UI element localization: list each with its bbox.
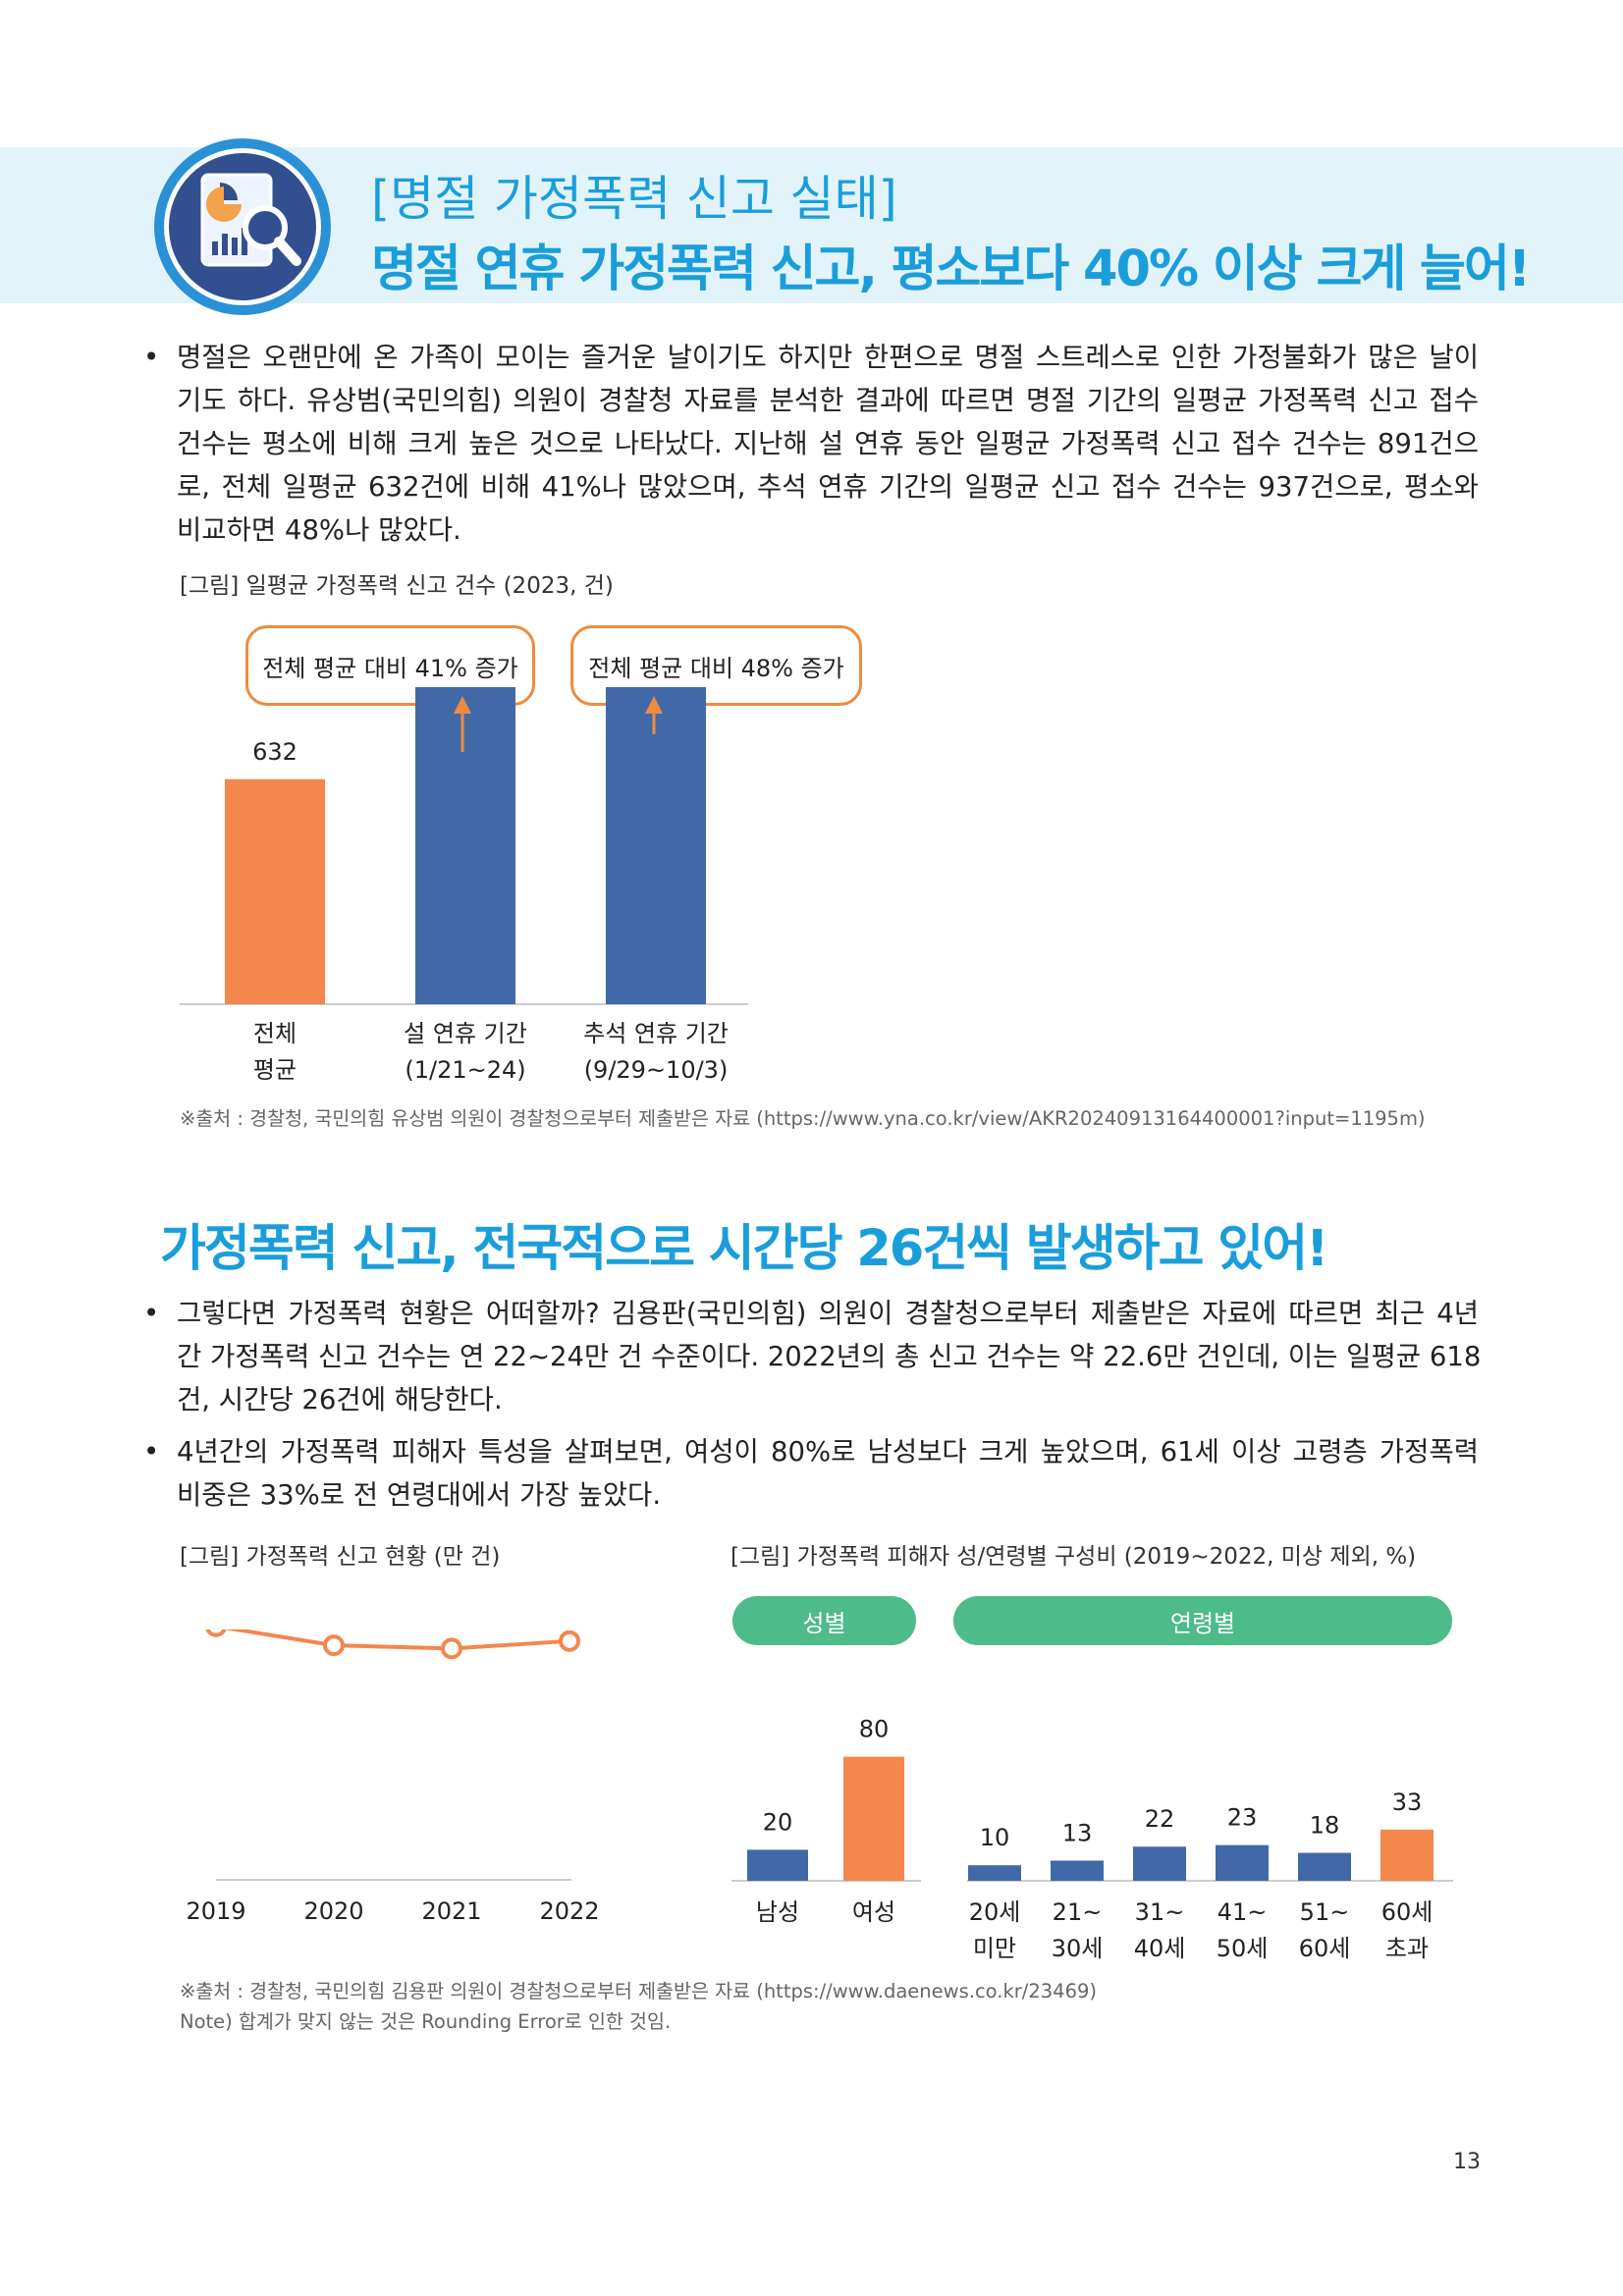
data-label: 13 <box>1062 1819 1093 1846</box>
paragraph-line: 로, 전체 일평균 632건에 비해 41%나 많았으며, 추석 연휴 기간의 … <box>177 471 1479 503</box>
bar <box>843 1756 904 1881</box>
header-title: [명절 가정폭력 신고 실태] <box>371 171 897 227</box>
source-note-2: ※출처 : 경찰청, 국민의힘 김용판 의원이 경찰청으로부터 제출받은 자료 … <box>180 1980 1097 2002</box>
paragraph-line: 건수는 평소에 비해 크게 높은 것으로 나타났다. 지난해 설 연휴 동안 일… <box>177 428 1479 459</box>
source-note: ※출처 : 경찰청, 국민의힘 유상범 의원이 경찰청으로부터 제출받은 자료 … <box>180 1107 1426 1130</box>
category-label: 50세 <box>1217 1935 1269 1962</box>
series-line <box>223 1629 570 1651</box>
data-label: 33 <box>1392 1789 1423 1816</box>
bullet: • <box>143 1298 160 1329</box>
paragraph-line: 간 가정폭력 신고 건수는 연 22~24만 건 수준이다. 2022년의 총 … <box>177 1341 1482 1372</box>
category-label: 20세 <box>969 1898 1021 1926</box>
bar <box>1380 1829 1434 1881</box>
data-label: 80 <box>859 1716 890 1743</box>
x-tick-label: 2022 <box>539 1897 599 1924</box>
data-label: 23 <box>1227 1804 1258 1832</box>
category-label: (1/21~24) <box>405 1056 525 1084</box>
data-point <box>559 1629 580 1652</box>
chart-magnifier-icon <box>154 138 331 315</box>
reports-line-chart: 24.0201922.2202021.9202122.62022 <box>186 1629 600 1924</box>
paragraph-line: 비중은 33%로 전 연령대에서 가장 높았다. <box>177 1479 662 1511</box>
arrow-head <box>454 696 471 714</box>
bar <box>606 687 706 1004</box>
category-label: 40세 <box>1134 1935 1186 1962</box>
figure-caption: [그림] 일평균 가정폭력 신고 건수 (2023, 건) <box>180 573 614 599</box>
section2-paragraph-2: • 4년간의 가정폭력 피해자 특성을 살펴보면, 여성이 80%로 남성보다 … <box>143 1430 1479 1517</box>
paragraph-line: 명절은 오랜만에 온 가족이 모이는 즐거운 날이기도 하지만 한편으로 명절 … <box>177 342 1479 373</box>
category-label: 60세 <box>1299 1935 1351 1962</box>
bar <box>1133 1846 1186 1881</box>
paragraph-line: 건, 시간당 26건에 해당한다. <box>177 1384 503 1415</box>
category-label: 남성 <box>756 1898 799 1926</box>
category-label: 평균 <box>253 1056 297 1084</box>
category-label: 미만 <box>973 1935 1016 1962</box>
data-point <box>323 1634 345 1657</box>
figure-caption-right: [그림] 가정폭력 피해자 성/연령별 구성비 (2019~2022, 미상 제… <box>730 1544 1417 1570</box>
x-tick-label: 2021 <box>421 1897 481 1924</box>
section2-heading: 가정폭력 신고, 전국적으로 시간당 26건씩 발생하고 있어! <box>160 1220 1328 1278</box>
x-tick-label: 2019 <box>186 1897 245 1924</box>
bar <box>1298 1852 1351 1881</box>
category-label: 41~ <box>1217 1898 1268 1926</box>
header-subtitle: 명절 연휴 가정폭력 신고, 평소보다 40% 이상 크게 늘어! <box>371 240 1531 298</box>
data-label: 22 <box>1145 1805 1175 1833</box>
bar <box>1051 1860 1104 1881</box>
paragraph-line: 그렇다면 가정폭력 현황은 어떠할까? 김용판(국민의힘) 의원이 경찰청으로부… <box>177 1298 1479 1329</box>
category-label: 30세 <box>1052 1935 1104 1962</box>
category-label: 51~ <box>1300 1898 1350 1926</box>
category-label: 추석 연휴 기간 <box>583 1020 729 1047</box>
paragraph-line: 4년간의 가정폭력 피해자 특성을 살펴보면, 여성이 80%로 남성보다 크게… <box>177 1436 1479 1468</box>
x-tick-label: 2020 <box>303 1897 363 1924</box>
bar <box>968 1865 1021 1881</box>
data-label: 20 <box>763 1808 793 1836</box>
section1-paragraph: • 명절은 오랜만에 온 가족이 모이는 즐거운 날이기도 하지만 한편으로 명… <box>143 336 1479 556</box>
figure-caption-left: [그림] 가정폭력 신고 현황 (만 건) <box>180 1544 501 1570</box>
category-label: 60세 <box>1381 1898 1434 1926</box>
data-label: 10 <box>980 1824 1010 1851</box>
bar <box>225 778 325 1004</box>
paragraph-line: 비교하면 48%나 많았다. <box>177 514 461 546</box>
data-point <box>441 1637 462 1660</box>
category-label: 21~ <box>1053 1898 1103 1926</box>
category-label: 31~ <box>1135 1898 1185 1926</box>
section2-paragraph-1: • 그렇다면 가정폭력 현황은 어떠할까? 김용판(국민의힘) 의원이 경찰청으… <box>143 1292 1482 1421</box>
pill-age: 연령별 <box>953 1596 1452 1645</box>
data-label: 21.9 <box>425 1629 477 1630</box>
bullet: • <box>143 342 160 373</box>
category-label: 초과 <box>1385 1935 1429 1962</box>
bar <box>415 687 515 1004</box>
daily-average-bar-chart: 632전체평균891설 연휴 기간(1/21~24)937추석 연휴 기간(9/… <box>180 687 748 1084</box>
rounding-note: Note) 합계가 맞지 않는 것은 Rounding Error로 인한 것임… <box>180 2010 672 2033</box>
category-label: 설 연휴 기간 <box>404 1020 527 1047</box>
arrow-head <box>645 696 663 714</box>
bar <box>1216 1844 1269 1881</box>
bar <box>747 1849 808 1881</box>
paragraph-line: 기도 하다. 유상범(국민의힘) 의원이 경찰청 자료를 분석한 결과에 따르면… <box>177 385 1479 416</box>
pill-gender: 성별 <box>732 1596 916 1645</box>
category-label: (9/29~10/3) <box>584 1056 729 1084</box>
gender-bar-chart: 20 남성 80 여성 <box>731 1716 921 1926</box>
category-label: 여성 <box>852 1898 895 1926</box>
data-point <box>205 1629 227 1637</box>
data-label: 18 <box>1310 1812 1340 1840</box>
category-label: 전체 <box>253 1020 297 1047</box>
bullet: • <box>143 1436 160 1468</box>
page-number: 13 <box>1453 2150 1481 2174</box>
data-label: 632 <box>252 738 298 766</box>
